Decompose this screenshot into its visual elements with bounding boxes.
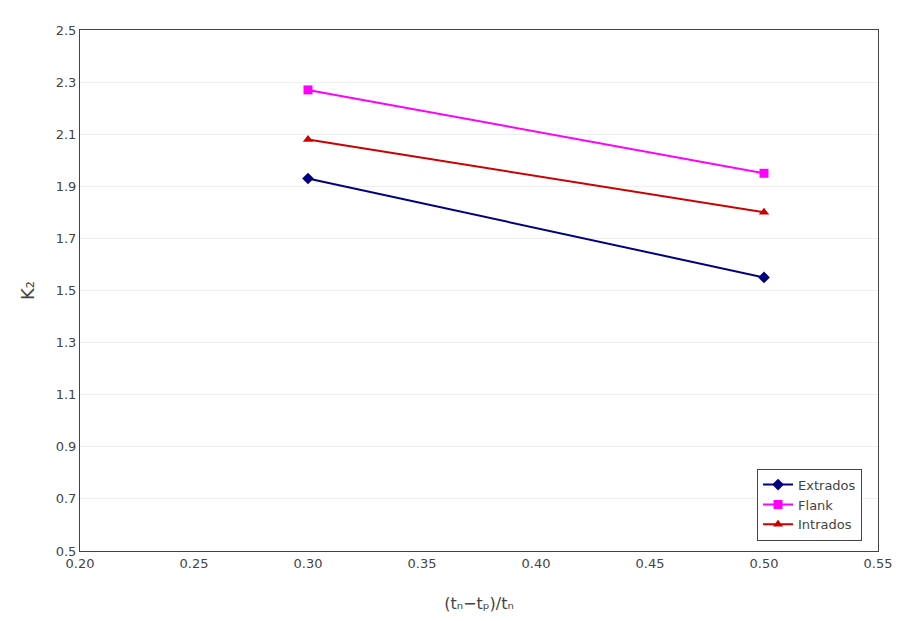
svg-text:0.55: 0.55 (864, 556, 893, 571)
svg-text:1.3: 1.3 (56, 335, 77, 350)
svg-text:0.35: 0.35 (408, 556, 437, 571)
svg-text:2.3: 2.3 (56, 75, 77, 90)
svg-text:0.50: 0.50 (750, 556, 779, 571)
svg-text:0.5: 0.5 (56, 544, 77, 559)
svg-text:0.9: 0.9 (56, 439, 77, 454)
svg-text:2.1: 2.1 (56, 127, 77, 142)
svg-text:(tₙ−tₚ)/tₙ: (tₙ−tₚ)/tₙ (444, 594, 514, 613)
svg-text:Extrados: Extrados (798, 478, 856, 493)
svg-text:0.30: 0.30 (294, 556, 323, 571)
svg-text:0.40: 0.40 (522, 556, 551, 571)
svg-text:1.7: 1.7 (56, 231, 77, 246)
svg-text:Intrados: Intrados (798, 517, 852, 532)
svg-text:0.20: 0.20 (66, 556, 95, 571)
svg-text:1.9: 1.9 (56, 179, 77, 194)
svg-text:0.45: 0.45 (636, 556, 665, 571)
svg-text:2.5: 2.5 (56, 23, 77, 38)
svg-text:0.7: 0.7 (56, 491, 77, 506)
svg-text:Flank: Flank (798, 498, 833, 513)
svg-text:K₂: K₂ (17, 281, 38, 300)
svg-text:1.1: 1.1 (56, 387, 77, 402)
svg-text:1.5: 1.5 (56, 283, 77, 298)
svg-text:0.25: 0.25 (180, 556, 209, 571)
